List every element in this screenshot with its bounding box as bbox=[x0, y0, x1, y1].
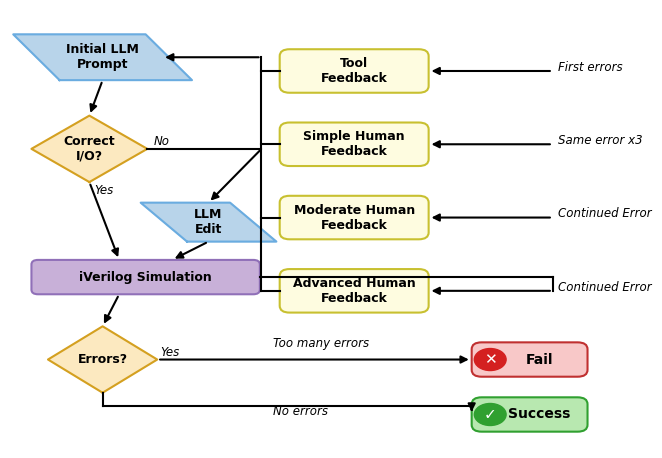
Text: ✕: ✕ bbox=[484, 352, 496, 367]
Text: LLM
Edit: LLM Edit bbox=[195, 208, 222, 236]
Text: No: No bbox=[154, 136, 170, 148]
Circle shape bbox=[474, 403, 506, 425]
Text: Errors?: Errors? bbox=[77, 353, 128, 366]
Polygon shape bbox=[13, 34, 192, 80]
Text: Simple Human
Feedback: Simple Human Feedback bbox=[303, 130, 405, 158]
Text: Success: Success bbox=[508, 408, 571, 421]
Text: First errors: First errors bbox=[558, 61, 623, 74]
Text: Too many errors: Too many errors bbox=[273, 337, 369, 350]
Text: Continued Error: Continued Error bbox=[558, 207, 651, 220]
FancyBboxPatch shape bbox=[280, 196, 429, 239]
Text: Initial LLM
Prompt: Initial LLM Prompt bbox=[66, 43, 139, 71]
FancyBboxPatch shape bbox=[280, 122, 429, 166]
Text: iVerilog Simulation: iVerilog Simulation bbox=[79, 271, 212, 284]
Circle shape bbox=[474, 349, 506, 371]
FancyBboxPatch shape bbox=[32, 260, 260, 294]
Text: Advanced Human
Feedback: Advanced Human Feedback bbox=[293, 277, 416, 305]
FancyBboxPatch shape bbox=[280, 269, 429, 313]
FancyBboxPatch shape bbox=[471, 343, 588, 376]
Text: Yes: Yes bbox=[160, 346, 180, 359]
Text: Tool
Feedback: Tool Feedback bbox=[320, 57, 388, 85]
Polygon shape bbox=[140, 202, 277, 242]
Text: Continued Error: Continued Error bbox=[558, 281, 651, 294]
Polygon shape bbox=[32, 115, 148, 182]
Text: Correct
I/O?: Correct I/O? bbox=[64, 135, 115, 163]
FancyBboxPatch shape bbox=[280, 49, 429, 93]
Text: Same error x3: Same error x3 bbox=[558, 134, 643, 147]
Text: No errors: No errors bbox=[273, 405, 328, 419]
Text: Yes: Yes bbox=[95, 184, 114, 197]
Text: Moderate Human
Feedback: Moderate Human Feedback bbox=[293, 203, 415, 232]
FancyBboxPatch shape bbox=[471, 397, 588, 431]
Polygon shape bbox=[48, 327, 158, 393]
Text: Fail: Fail bbox=[526, 353, 553, 366]
Text: ✓: ✓ bbox=[484, 407, 496, 422]
